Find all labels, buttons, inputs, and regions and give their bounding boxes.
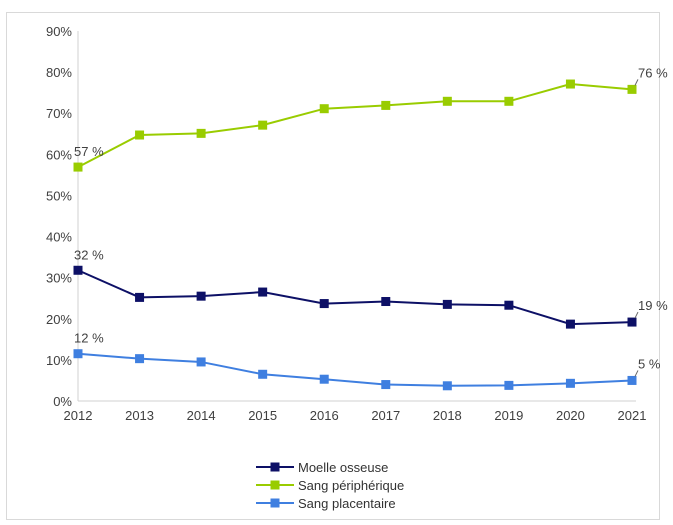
data-point-sang-peripherique xyxy=(135,130,145,140)
y-tick-label: 60% xyxy=(46,147,72,162)
y-tick-label: 30% xyxy=(46,271,72,286)
series-line-moelle-osseuse xyxy=(77,269,633,326)
data-point-moelle-osseuse xyxy=(258,287,268,297)
data-label: 19 % xyxy=(638,298,668,313)
data-label-leader xyxy=(634,370,639,377)
data-point-sang-placentaire xyxy=(442,381,452,391)
data-point-sang-placentaire xyxy=(135,354,145,364)
data-point-moelle-osseuse xyxy=(565,319,575,329)
data-point-sang-peripherique xyxy=(196,128,206,138)
y-tick-label: 80% xyxy=(46,65,72,80)
data-label: 76 % xyxy=(638,65,668,80)
data-point-sang-peripherique xyxy=(504,96,514,106)
data-point-sang-placentaire xyxy=(258,369,268,379)
x-tick-label: 2012 xyxy=(64,408,93,423)
data-point-moelle-osseuse xyxy=(627,317,637,327)
data-point-moelle-osseuse xyxy=(196,291,206,301)
legend-entry: Sang placentaire xyxy=(298,496,396,511)
x-tick-label: 2016 xyxy=(310,408,339,423)
x-tick-label: 2018 xyxy=(433,408,462,423)
data-point-sang-peripherique xyxy=(258,120,268,130)
x-tick-label: 2014 xyxy=(187,408,216,423)
data-point-moelle-osseuse xyxy=(504,300,514,310)
x-tick-label: 2019 xyxy=(494,408,523,423)
axes xyxy=(77,31,636,402)
series-lines xyxy=(73,79,637,391)
x-tick-label: 2013 xyxy=(125,408,154,423)
data-point-moelle-osseuse xyxy=(442,299,452,309)
data-point-moelle-osseuse xyxy=(319,299,329,309)
data-label: 5 % xyxy=(638,356,661,371)
data-point-moelle-osseuse xyxy=(381,297,391,307)
data-point-sang-peripherique xyxy=(442,96,452,106)
data-point-sang-peripherique xyxy=(73,162,83,172)
x-tick-label: 2015 xyxy=(248,408,277,423)
x-tick-label: 2017 xyxy=(371,408,400,423)
legend-entry: Sang périphérique xyxy=(298,478,404,493)
data-point-moelle-osseuse xyxy=(73,265,83,275)
data-point-sang-placentaire xyxy=(565,378,575,388)
data-label-leader xyxy=(634,311,639,319)
y-tick-label: 40% xyxy=(46,230,72,245)
legend-marker xyxy=(270,462,280,472)
legend-marker xyxy=(270,480,280,490)
legend-marker xyxy=(270,498,280,508)
y-tick-label: 0% xyxy=(53,394,72,409)
legend: Moelle osseuse Sang périphérique Sang plac… xyxy=(256,460,404,511)
y-tick-label: 50% xyxy=(46,188,72,203)
data-label: 57 % xyxy=(74,144,104,159)
y-tick-label: 70% xyxy=(46,106,72,121)
legend-entry: Moelle osseuse xyxy=(298,460,388,475)
data-point-sang-placentaire xyxy=(196,357,206,367)
data-point-sang-peripherique xyxy=(319,104,329,114)
data-point-sang-peripherique xyxy=(627,84,637,94)
y-tick-label: 90% xyxy=(46,24,72,39)
data-point-sang-peripherique xyxy=(565,79,575,89)
x-axis-tick-labels: 2012 2013 2014 2015 2016 2017 2018 2019 2020 2021 xyxy=(64,408,647,423)
data-label: 12 % xyxy=(74,331,104,346)
data-labels: 32 % 19 % 57 % 76 % 12 % 5 % xyxy=(74,65,668,377)
data-point-sang-placentaire xyxy=(504,380,514,390)
y-axis-tick-labels: 0% 10% 20% 30% 40% 50% 60% 70% 80% 90% xyxy=(46,24,72,409)
y-tick-label: 10% xyxy=(46,353,72,368)
data-label: 32 % xyxy=(74,247,104,262)
y-tick-label: 20% xyxy=(46,312,72,327)
data-point-sang-placentaire xyxy=(73,349,83,359)
data-point-sang-placentaire xyxy=(319,374,329,384)
data-point-sang-placentaire xyxy=(381,380,391,390)
data-point-moelle-osseuse xyxy=(135,292,145,302)
series-line-sang-placentaire xyxy=(77,352,633,387)
data-point-sang-placentaire xyxy=(627,375,637,385)
series-line-sang-peripherique xyxy=(77,83,633,168)
x-tick-label: 2021 xyxy=(618,408,647,423)
data-label-leader xyxy=(634,79,639,86)
chart-frame xyxy=(6,12,660,520)
data-point-sang-peripherique xyxy=(381,100,391,110)
x-tick-label: 2020 xyxy=(556,408,585,423)
